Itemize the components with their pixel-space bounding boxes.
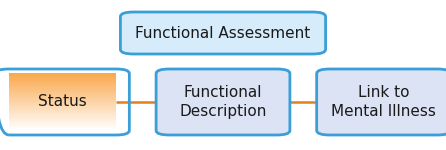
- Bar: [9, 81, 116, 82]
- Text: Status: Status: [38, 94, 87, 110]
- Bar: [9, 97, 116, 98]
- Bar: [9, 90, 116, 91]
- Bar: [9, 79, 116, 80]
- Bar: [9, 123, 116, 124]
- Bar: [9, 108, 116, 109]
- Bar: [9, 101, 116, 102]
- Bar: [9, 89, 116, 90]
- Bar: [9, 90, 116, 91]
- Bar: [9, 121, 116, 122]
- Bar: [9, 87, 116, 88]
- Bar: [9, 102, 116, 103]
- Bar: [9, 125, 116, 126]
- Bar: [9, 94, 116, 95]
- Bar: [9, 115, 116, 116]
- Bar: [9, 87, 116, 88]
- Bar: [9, 126, 116, 127]
- Bar: [9, 116, 116, 117]
- Text: Functional
Description: Functional Description: [179, 85, 267, 119]
- Bar: [9, 88, 116, 89]
- Bar: [9, 98, 116, 99]
- Bar: [9, 111, 116, 112]
- Bar: [9, 107, 116, 108]
- Bar: [9, 96, 116, 97]
- Bar: [9, 100, 116, 101]
- Bar: [9, 104, 116, 105]
- Bar: [9, 110, 116, 111]
- Bar: [9, 124, 116, 126]
- Bar: [9, 129, 116, 130]
- Bar: [9, 92, 116, 93]
- FancyBboxPatch shape: [317, 69, 446, 135]
- Bar: [9, 117, 116, 118]
- Bar: [9, 122, 116, 123]
- Bar: [9, 127, 116, 128]
- Bar: [9, 100, 116, 101]
- Bar: [9, 103, 116, 104]
- Bar: [9, 82, 116, 83]
- Bar: [9, 122, 116, 123]
- Bar: [9, 93, 116, 94]
- Bar: [9, 120, 116, 121]
- Bar: [9, 113, 116, 114]
- Bar: [9, 128, 116, 129]
- Bar: [9, 84, 116, 85]
- Bar: [9, 92, 116, 93]
- Bar: [9, 114, 116, 115]
- Bar: [9, 77, 116, 78]
- Bar: [9, 76, 116, 77]
- Bar: [9, 119, 116, 120]
- Bar: [9, 105, 116, 106]
- Bar: [9, 110, 116, 111]
- Bar: [9, 83, 116, 84]
- Bar: [9, 127, 116, 128]
- Bar: [9, 78, 116, 79]
- Bar: [9, 80, 116, 81]
- Bar: [9, 86, 116, 87]
- Bar: [9, 74, 116, 75]
- Bar: [9, 75, 116, 76]
- Bar: [9, 107, 116, 108]
- Bar: [9, 115, 116, 116]
- Bar: [9, 109, 116, 110]
- Bar: [9, 118, 116, 119]
- Bar: [9, 82, 116, 83]
- Bar: [9, 75, 116, 76]
- FancyBboxPatch shape: [156, 69, 290, 135]
- Bar: [9, 80, 116, 81]
- Bar: [9, 77, 116, 78]
- Bar: [9, 95, 116, 96]
- Bar: [9, 112, 116, 113]
- Bar: [9, 120, 116, 121]
- Bar: [9, 91, 116, 92]
- Bar: [9, 106, 116, 107]
- Bar: [9, 73, 116, 74]
- Bar: [9, 99, 116, 100]
- Bar: [9, 112, 116, 113]
- Bar: [9, 129, 116, 130]
- Text: Functional Assessment: Functional Assessment: [136, 26, 310, 40]
- Bar: [9, 95, 116, 96]
- Bar: [9, 117, 116, 118]
- Bar: [9, 102, 116, 103]
- FancyBboxPatch shape: [120, 12, 326, 54]
- Bar: [9, 105, 116, 106]
- Text: Link to
Mental Illness: Link to Mental Illness: [331, 85, 436, 119]
- Bar: [9, 85, 116, 86]
- Bar: [9, 124, 116, 125]
- Bar: [9, 85, 116, 86]
